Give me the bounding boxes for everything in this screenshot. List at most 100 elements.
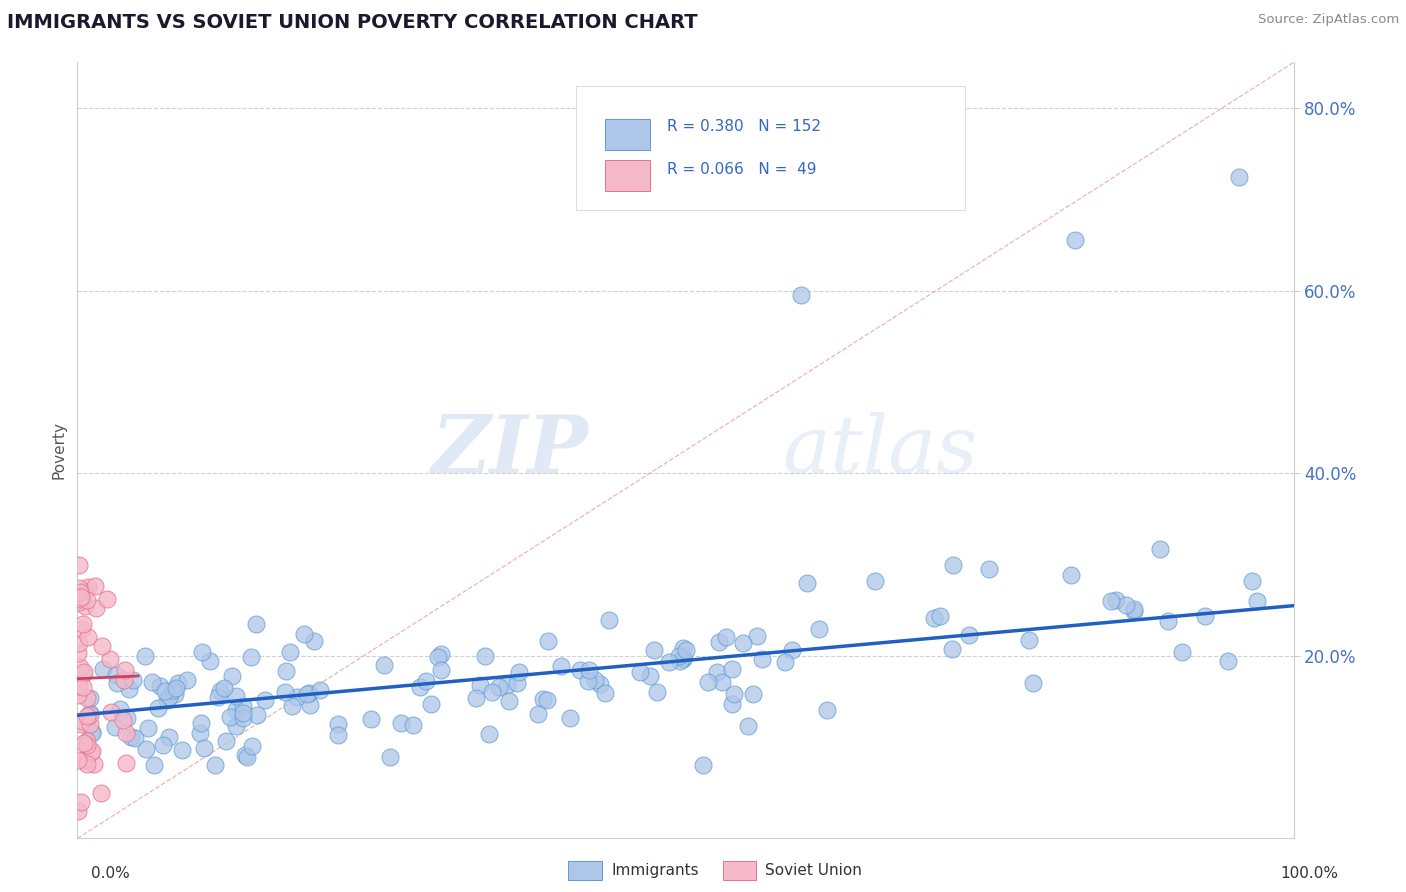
Point: [165, 687, 187, 701]
Point: [115, 726, 138, 740]
Point: [167, 675, 190, 690]
Point: [225, 703, 247, 717]
Point: [80, 745, 103, 759]
Point: [373, 657, 395, 672]
Point: [104, 668, 127, 682]
Point: [111, 713, 134, 727]
Point: [276, 664, 298, 678]
Point: [67, 679, 90, 693]
Point: [536, 693, 558, 707]
Point: [232, 706, 254, 720]
Point: [66, 688, 89, 702]
Point: [100, 705, 122, 719]
Point: [942, 558, 965, 572]
Point: [807, 623, 830, 637]
Point: [77, 630, 100, 644]
Point: [98, 652, 121, 666]
Text: 100.0%: 100.0%: [1281, 866, 1339, 881]
Point: [672, 651, 695, 665]
Point: [233, 748, 256, 763]
Point: [706, 665, 728, 680]
Point: [419, 698, 441, 712]
Point: [716, 630, 738, 644]
Point: [76, 708, 98, 723]
Point: [526, 706, 548, 721]
Point: [188, 726, 211, 740]
Point: [76, 757, 98, 772]
Point: [80, 744, 103, 758]
Point: [598, 613, 620, 627]
Point: [122, 673, 145, 687]
Point: [117, 682, 139, 697]
Point: [236, 750, 259, 764]
Point: [239, 650, 262, 665]
Point: [1194, 608, 1216, 623]
Point: [67, 558, 90, 572]
Point: [474, 649, 496, 664]
Point: [72, 617, 94, 632]
Text: R = 0.380   N = 152: R = 0.380 N = 152: [668, 119, 821, 134]
Point: [658, 655, 681, 669]
Point: [204, 758, 226, 772]
Point: [70, 590, 93, 604]
Point: [69, 585, 91, 599]
Point: [152, 738, 174, 752]
Point: [69, 717, 91, 731]
Point: [67, 590, 90, 604]
Point: [675, 642, 697, 657]
Point: [114, 663, 136, 677]
Point: [415, 673, 437, 688]
Point: [1246, 594, 1268, 608]
Point: [360, 713, 382, 727]
Point: [742, 687, 765, 701]
Point: [67, 594, 90, 608]
Text: IMMIGRANTS VS SOVIET UNION POVERTY CORRELATION CHART: IMMIGRANTS VS SOVIET UNION POVERTY CORRE…: [7, 13, 697, 32]
Text: atlas: atlas: [783, 412, 979, 489]
Point: [157, 730, 180, 744]
Point: [281, 699, 304, 714]
Point: [91, 662, 114, 676]
Point: [1149, 542, 1171, 557]
Point: [79, 707, 101, 722]
Point: [508, 665, 530, 679]
Point: [709, 634, 731, 648]
Point: [79, 691, 101, 706]
Point: [1157, 614, 1180, 628]
Point: [408, 680, 430, 694]
Point: [73, 753, 96, 767]
Point: [70, 795, 93, 809]
Point: [120, 730, 142, 744]
Point: [628, 665, 651, 680]
Point: [70, 714, 93, 728]
Point: [82, 725, 104, 739]
Point: [73, 585, 96, 599]
Point: [928, 608, 950, 623]
Point: [1018, 632, 1040, 647]
Point: [73, 665, 96, 679]
Point: [156, 693, 179, 707]
Point: [91, 639, 114, 653]
Point: [309, 682, 332, 697]
Point: [165, 681, 187, 695]
Point: [710, 675, 733, 690]
Point: [773, 655, 796, 669]
Point: [737, 719, 759, 733]
Point: [569, 663, 592, 677]
Point: [215, 734, 238, 748]
Point: [232, 699, 254, 714]
Point: [1060, 568, 1083, 582]
Point: [221, 669, 243, 683]
Text: R = 0.066   N =  49: R = 0.066 N = 49: [668, 162, 817, 177]
Point: [645, 684, 668, 698]
Point: [380, 750, 402, 764]
Point: [76, 581, 98, 595]
Text: 0.0%: 0.0%: [91, 866, 131, 881]
Point: [67, 589, 90, 603]
Point: [297, 687, 319, 701]
Point: [426, 650, 449, 665]
Point: [922, 610, 945, 624]
Point: [531, 692, 554, 706]
Point: [72, 667, 94, 681]
Point: [69, 592, 91, 607]
Point: [292, 627, 315, 641]
